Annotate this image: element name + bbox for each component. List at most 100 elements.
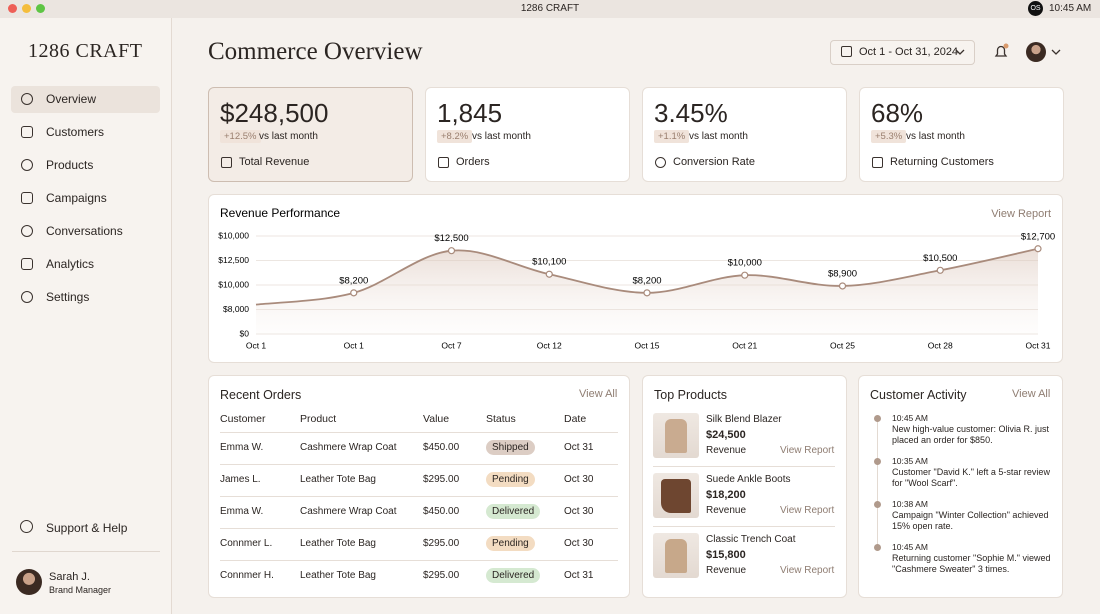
kpi-compare: vs last month	[472, 131, 531, 142]
window-title: 1286 CRAFT	[520, 3, 580, 14]
cell: Oct 31	[564, 570, 594, 581]
activity-text: Campaign "Winter Collection" achieved 15…	[892, 510, 1049, 531]
cell: $295.00	[423, 538, 460, 549]
product-shape	[661, 479, 691, 513]
cell: Leather Tote Bag	[300, 474, 376, 485]
point	[447, 247, 456, 255]
kpi-value: $248,500	[220, 98, 329, 128]
orders-card	[208, 375, 630, 598]
orders-view-all[interactable]: View All	[579, 388, 618, 400]
revenue-chart: Revenue Performance View Report $10,000 $…	[218, 206, 1055, 350]
activity-view-all[interactable]: View All	[1012, 388, 1051, 400]
nav-icon	[21, 93, 33, 105]
nav-icon	[21, 126, 33, 138]
brand: 1286 CRAFT	[28, 40, 143, 62]
maximize-button[interactable]	[36, 4, 45, 13]
sidebar	[0, 18, 172, 614]
nav-item[interactable]: Conversations	[46, 224, 123, 238]
account-avatar[interactable]	[1026, 42, 1046, 62]
product-label: Revenue	[706, 445, 747, 456]
kpi-value: 1,845	[437, 98, 503, 128]
x-tick-label: Oct 12	[537, 340, 562, 350]
chart-title: Revenue Performance	[220, 206, 340, 220]
activity-text: Returning customer "Sophie M." viewed "C…	[892, 553, 1051, 574]
cell: $450.00	[423, 506, 460, 517]
user-role: Brand Manager	[49, 585, 112, 595]
cell: Oct 30	[564, 474, 594, 485]
timeline-dot	[874, 415, 881, 422]
item-divider	[653, 466, 835, 467]
nav-highlight	[11, 86, 160, 113]
value-label: $8,200	[632, 275, 661, 286]
nav-item[interactable]: Overview	[46, 92, 97, 106]
x-tick-label: Oct 31	[1025, 340, 1050, 350]
kpi-value: 68%	[871, 98, 924, 128]
nav-item[interactable]: Products	[46, 158, 94, 172]
timeline-dot	[874, 544, 881, 551]
y-tick-label: $8,000	[223, 304, 249, 314]
product-action[interactable]: View Report	[780, 445, 835, 456]
timeline	[877, 418, 878, 546]
kpi-label: Total Revenue	[239, 156, 310, 168]
kpi-icon	[872, 157, 883, 168]
row-divider	[220, 496, 618, 497]
x-tick-label: Oct 1	[344, 340, 365, 350]
nav-icon	[21, 159, 33, 171]
view-report[interactable]: View Report	[991, 208, 1051, 220]
kpi-change: +8.2%	[437, 130, 473, 143]
column-header: Product	[300, 413, 337, 425]
notifications[interactable]	[992, 43, 1010, 61]
nav-item[interactable]: Settings	[46, 290, 90, 304]
kpi-label: Conversion Rate	[673, 156, 755, 168]
user-name: Sarah J.	[49, 571, 90, 583]
product-label: Revenue	[706, 565, 747, 576]
kpi-change: +1.1%	[654, 130, 690, 143]
date-range: Oct 1 - Oct 31, 2024	[859, 46, 959, 58]
y-tick-label: $12,500	[218, 255, 249, 265]
cell: Oct 31	[564, 442, 594, 453]
title-bar	[0, 0, 1100, 18]
cell: $295.00	[423, 474, 460, 485]
kpi-icon	[221, 157, 232, 168]
value-label: $8,900	[828, 268, 857, 279]
point	[838, 282, 847, 290]
user-avatar	[16, 569, 42, 595]
date-picker[interactable]	[830, 40, 975, 65]
nav-icon	[21, 192, 33, 204]
value-label: $8,200	[339, 275, 368, 286]
kpi-compare: vs last month	[259, 131, 318, 142]
point	[1034, 245, 1042, 253]
y-tick-label: $0	[240, 328, 250, 338]
product-action[interactable]: View Report	[780, 505, 835, 516]
product-action[interactable]: View Report	[780, 565, 835, 576]
nav-item[interactable]: Campaigns	[46, 191, 107, 205]
row-divider	[220, 528, 618, 529]
point	[741, 271, 749, 279]
item-divider	[653, 526, 835, 527]
activity-time: 10:45 AM	[892, 542, 928, 552]
nav-item[interactable]: Customers	[46, 125, 105, 139]
product-label: Revenue	[706, 505, 747, 516]
nav-item[interactable]: Analytics	[46, 257, 95, 271]
cell: Emma W.	[220, 506, 264, 517]
nav-icon	[21, 291, 33, 303]
close-button[interactable]	[8, 4, 17, 13]
point	[545, 270, 553, 278]
row-divider	[220, 560, 618, 561]
minimize-button[interactable]	[22, 4, 31, 13]
column-header: Status	[486, 413, 516, 425]
activity-time: 10:45 AM	[892, 413, 928, 423]
kpi-change: +12.5%	[220, 130, 261, 143]
kpi-label: Returning Customers	[890, 156, 994, 168]
timeline-dot	[874, 458, 881, 465]
x-tick-label: Oct 21	[732, 340, 757, 350]
cell: Oct 30	[564, 538, 594, 549]
help-icon	[20, 520, 33, 533]
chevron	[955, 49, 965, 55]
area	[256, 248, 1038, 334]
activity-card	[858, 375, 1063, 598]
support-link[interactable]: Support & Help	[46, 521, 128, 535]
os-badge: OS	[1028, 1, 1043, 16]
account-chevron[interactable]	[1051, 48, 1061, 56]
